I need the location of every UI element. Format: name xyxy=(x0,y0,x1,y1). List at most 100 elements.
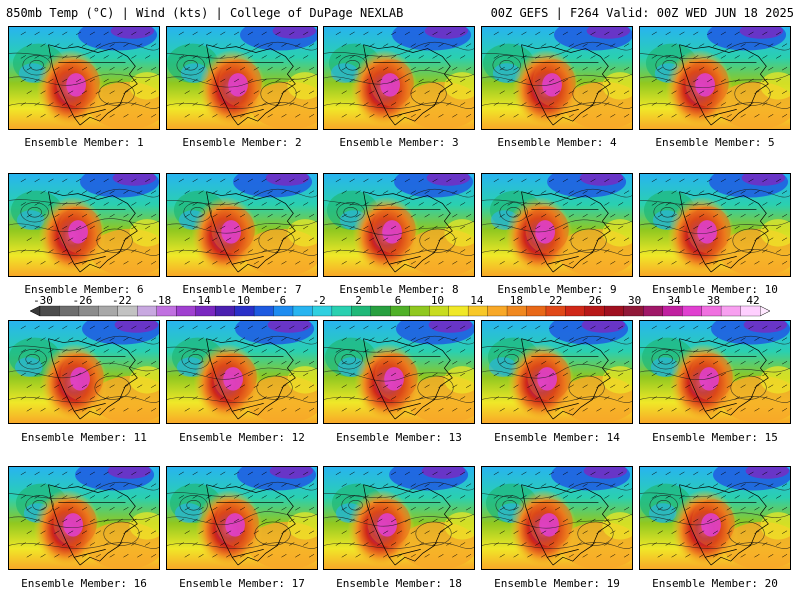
temperature-wind-map xyxy=(482,321,632,423)
colorbar-swatch xyxy=(429,305,450,317)
temperature-wind-map xyxy=(482,467,632,569)
ensemble-member-label: Ensemble Member: 5 xyxy=(655,136,775,149)
colorbar-swatch xyxy=(409,305,430,317)
colorbar-swatch xyxy=(584,305,605,317)
ensemble-member-map xyxy=(323,466,475,570)
colorbar-tick-label: -6 xyxy=(273,294,287,307)
colorbar-tick-label: 10 xyxy=(430,294,445,307)
colorbar-swatch xyxy=(623,305,644,317)
ensemble-member-map xyxy=(166,466,318,570)
ensemble-member-label: Ensemble Member: 13 xyxy=(336,431,462,444)
colorbar-swatch xyxy=(390,305,411,317)
ensemble-member-label: Ensemble Member: 4 xyxy=(497,136,617,149)
temperature-wind-map xyxy=(167,467,317,569)
colorbar-swatch xyxy=(117,305,138,317)
temperature-wind-map xyxy=(9,174,159,276)
temperature-wind-map xyxy=(640,174,790,276)
ensemble-member-map xyxy=(481,173,633,277)
temperature-wind-map xyxy=(324,174,474,276)
colorbar-swatch xyxy=(467,305,489,317)
ensemble-member-map xyxy=(8,173,160,277)
colorbar-tick-label: 6 xyxy=(394,294,402,307)
ensemble-member-map xyxy=(639,26,791,130)
colorbar-swatch xyxy=(370,305,391,317)
colorbar-swatch xyxy=(740,305,761,317)
temperature-wind-map xyxy=(167,27,317,129)
colorbar-swatch xyxy=(137,305,158,317)
temperature-colorbar: -30 -26 -22 -18 -14 -10 -6 -2 2 6 10 14 18 22 26 30 34 38… xyxy=(29,294,771,318)
colorbar-tick-label: 22 xyxy=(549,294,563,307)
colorbar-tick-label: -22 xyxy=(111,294,132,307)
ensemble-member-map xyxy=(323,173,475,277)
colorbar-swatch xyxy=(506,305,527,317)
ensemble-member-label: Ensemble Member: 15 xyxy=(652,431,778,444)
colorbar-swatch xyxy=(78,305,99,317)
temperature-wind-map xyxy=(640,321,790,423)
colorbar-swatch xyxy=(487,305,508,317)
colorbar-scale xyxy=(29,305,771,317)
temperature-wind-map xyxy=(482,174,632,276)
temperature-wind-map xyxy=(167,321,317,423)
colorbar-swatch xyxy=(98,305,119,317)
ensemble-member-map xyxy=(166,26,318,130)
colorbar-tick-label: -18 xyxy=(151,294,172,307)
ensemble-member-label: Ensemble Member: 3 xyxy=(339,136,459,149)
ensemble-member-label: Ensemble Member: 11 xyxy=(21,431,147,444)
colorbar-tick-label: 38 xyxy=(706,294,721,307)
colorbar-tick-label: 42 xyxy=(746,294,760,307)
temperature-wind-map xyxy=(482,27,632,129)
colorbar-swatch xyxy=(156,305,177,317)
colorbar-tick-label: -26 xyxy=(72,294,93,307)
ensemble-member-map xyxy=(481,466,633,570)
ensemble-member-map xyxy=(481,26,633,130)
ensemble-member-map xyxy=(639,173,791,277)
temperature-wind-map xyxy=(640,467,790,569)
colorbar-swatch xyxy=(292,305,313,317)
colorbar-tick-label: 2 xyxy=(355,294,362,307)
temperature-wind-map xyxy=(324,467,474,569)
ensemble-member-map xyxy=(323,320,475,424)
colorbar-max-arrow xyxy=(759,305,771,317)
colorbar-tick-label: -10 xyxy=(230,294,251,307)
colorbar-swatch xyxy=(604,305,625,317)
ensemble-member-map xyxy=(481,320,633,424)
ensemble-member-label: Ensemble Member: 16 xyxy=(21,577,147,590)
colorbar-swatch xyxy=(682,305,703,317)
ensemble-member-map xyxy=(166,173,318,277)
ensemble-member-map xyxy=(8,26,160,130)
colorbar-swatch xyxy=(59,305,80,317)
ensemble-member-map xyxy=(323,26,475,130)
colorbar-swatch xyxy=(273,305,294,317)
ensemble-member-map xyxy=(8,466,160,570)
ensemble-member-label: Ensemble Member: 1 xyxy=(24,136,144,149)
colorbar-tick-label: 34 xyxy=(667,294,681,307)
ensemble-member-label: Ensemble Member: 7 xyxy=(182,283,302,296)
ensemble-member-label: Ensemble Member: 20 xyxy=(652,577,778,590)
colorbar-swatch xyxy=(643,305,664,317)
temperature-wind-map xyxy=(9,321,159,423)
ensemble-member-map xyxy=(8,320,160,424)
map-title: 850mb Temp (°C) | Wind (kts) | College o… xyxy=(6,6,404,20)
ensemble-member-label: Ensemble Member: 18 xyxy=(336,577,462,590)
temperature-wind-map xyxy=(324,27,474,129)
colorbar-tick-label: 30 xyxy=(628,294,642,307)
ensemble-member-map xyxy=(166,320,318,424)
colorbar-swatch xyxy=(720,305,741,317)
ensemble-member-label: Ensemble Member: 14 xyxy=(494,431,620,444)
colorbar-swatch xyxy=(701,305,722,317)
temperature-wind-map xyxy=(167,174,317,276)
colorbar-tick-label: 14 xyxy=(470,294,484,307)
ensemble-member-label: Ensemble Member: 2 xyxy=(182,136,302,149)
ensemble-member-label: Ensemble Member: 8 xyxy=(339,283,459,296)
ensemble-member-label: Ensemble Member: 9 xyxy=(497,283,617,296)
colorbar-swatch xyxy=(39,305,60,317)
ensemble-member-label: Ensemble Member: 19 xyxy=(494,577,620,590)
temperature-wind-map xyxy=(9,27,159,129)
colorbar-tick-label: -30 xyxy=(33,294,53,307)
ensemble-member-label: Ensemble Member: 6 xyxy=(24,283,144,296)
temperature-wind-map xyxy=(9,467,159,569)
temperature-wind-map xyxy=(640,27,790,129)
colorbar-swatch xyxy=(234,305,255,317)
colorbar-swatch xyxy=(331,305,352,317)
colorbar-tick-label: 18 xyxy=(509,294,523,307)
